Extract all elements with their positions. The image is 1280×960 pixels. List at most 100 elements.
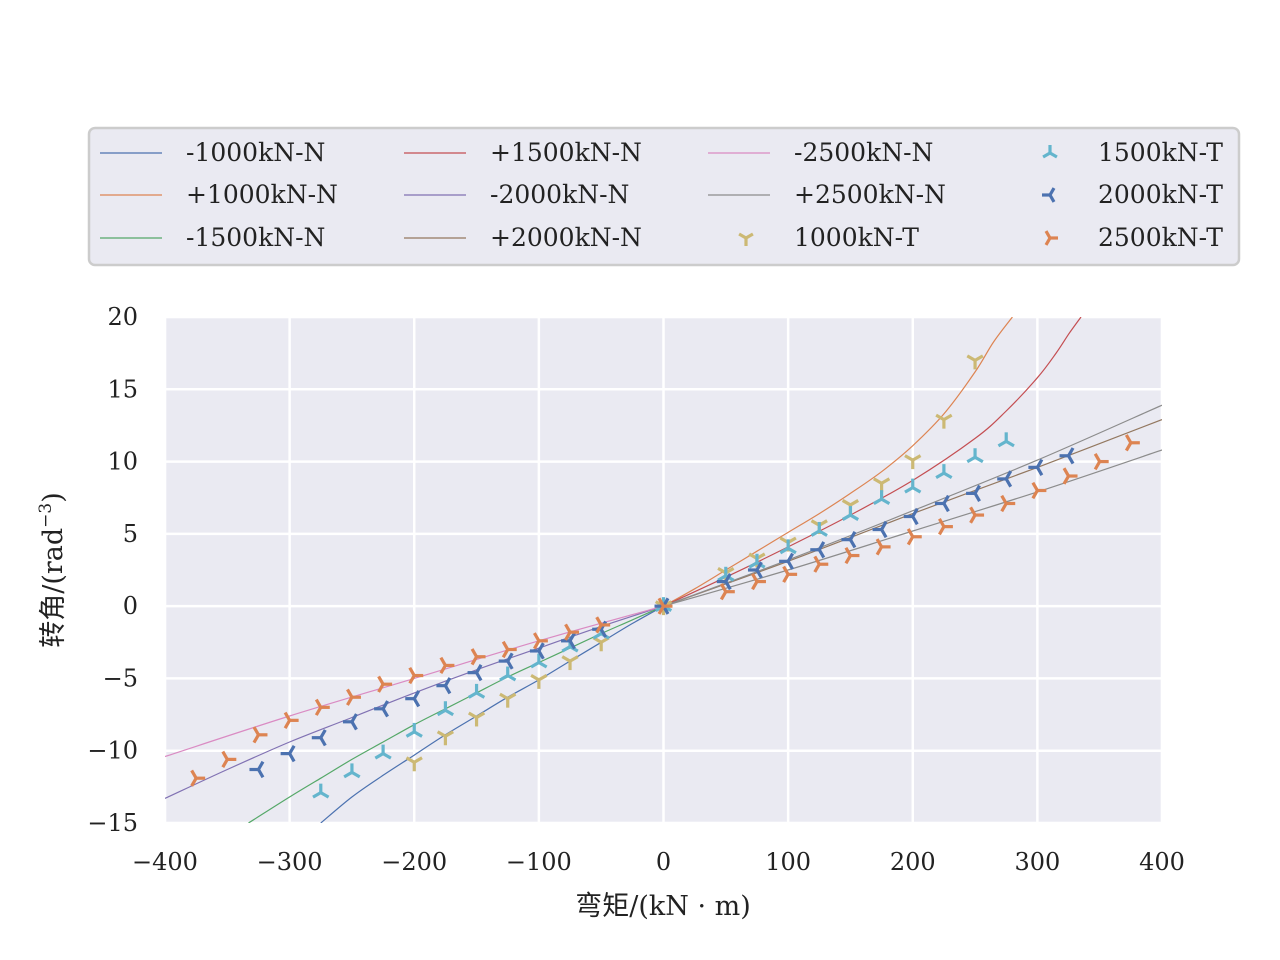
- data-point: [595, 616, 611, 634]
- data-point: [501, 640, 517, 659]
- data-point: [374, 744, 392, 760]
- data-point: [810, 521, 828, 537]
- data-point: [841, 506, 860, 521]
- data-point: [997, 470, 1013, 488]
- data-point: [283, 711, 299, 729]
- data-point: [938, 518, 953, 536]
- data-point: [872, 490, 891, 506]
- y-tick-label: −10: [87, 737, 138, 765]
- data-point: [342, 713, 358, 731]
- data-point: [966, 354, 984, 370]
- y-tick-label: 15: [107, 375, 138, 403]
- data-point: [747, 561, 763, 579]
- x-tick-label: −300: [257, 848, 323, 876]
- data-point: [1031, 481, 1047, 500]
- data-point: [657, 597, 673, 615]
- y-axis-title-close: ): [38, 492, 69, 503]
- data-point: [346, 688, 361, 706]
- legend-item: +2000kN-N: [404, 223, 642, 252]
- x-tick-label: 100: [765, 848, 811, 876]
- y-tick-label: 5: [123, 520, 138, 548]
- y-tick-label: −15: [87, 809, 138, 837]
- data-point: [751, 572, 766, 591]
- data-point: [841, 531, 857, 549]
- legend-label: +2500kN-N: [794, 180, 946, 209]
- data-point: [969, 506, 985, 524]
- data-point: [405, 722, 423, 738]
- data-point: [249, 760, 265, 779]
- data-point: [716, 572, 732, 591]
- grid: [163, 315, 1164, 825]
- legend-label: 1000kN-T: [794, 223, 919, 252]
- data-point: [875, 538, 891, 556]
- data-point: [810, 541, 826, 559]
- data-point: [467, 711, 486, 727]
- x-tick-label: −400: [132, 848, 198, 876]
- y-tick-label: 20: [107, 303, 138, 331]
- data-point: [782, 565, 798, 583]
- data-point: [1028, 458, 1044, 476]
- data-point: [1059, 447, 1075, 465]
- legend-label: 2000kN-T: [1098, 180, 1223, 209]
- y-axis-title-main: 转角/(rad: [38, 528, 69, 648]
- y-axis-title-group: 转角/(rad−3): [36, 492, 69, 648]
- data-point: [530, 653, 548, 669]
- data-point: [1093, 452, 1109, 471]
- data-point: [904, 454, 922, 470]
- legend-label: -2000kN-N: [490, 180, 629, 209]
- data-point: [1042, 187, 1056, 203]
- data-point: [935, 464, 953, 480]
- legend-label: +2000kN-N: [490, 223, 642, 252]
- series-line: [663, 404, 1162, 607]
- y-axis-title-exponent: −3: [36, 503, 56, 528]
- data-point: [312, 783, 330, 799]
- data-point: [498, 652, 514, 670]
- data-point: [738, 232, 754, 246]
- legend-item: -2500kN-N: [708, 138, 933, 167]
- data-point: [1042, 145, 1058, 159]
- x-tick-label: −200: [381, 848, 447, 876]
- data-point: [1044, 230, 1058, 246]
- data-point: [903, 507, 919, 526]
- data-point: [343, 763, 361, 779]
- legend-item: +1500kN-N: [404, 138, 642, 167]
- data-point: [966, 448, 984, 464]
- data-point: [1062, 467, 1078, 485]
- series-line: [663, 317, 1082, 607]
- data-point: [439, 656, 455, 675]
- data-point: [561, 655, 579, 671]
- data-point: [470, 648, 486, 666]
- legend-item: 2500kN-T: [1044, 223, 1223, 252]
- y-tick-label: 10: [107, 448, 138, 476]
- data-point: [311, 729, 327, 747]
- series-line: [663, 449, 1162, 607]
- legend-label: 2500kN-T: [1098, 223, 1223, 252]
- data-point: [499, 692, 517, 708]
- data-point: [779, 539, 797, 555]
- data-point: [467, 664, 483, 682]
- data-point: [374, 700, 389, 718]
- legend: -1000kN-N +1000kN-N -1500kN-N +1500kN-N -200…: [100, 138, 1223, 252]
- legend-frame: [87, 126, 1241, 267]
- data-point: [252, 726, 268, 744]
- legend-item: 1500kN-T: [1042, 138, 1223, 167]
- data-point: [1000, 494, 1016, 513]
- data-point: [377, 675, 393, 693]
- legend-item: 2000kN-T: [1042, 180, 1223, 209]
- data-point: [436, 677, 452, 695]
- x-axis-title: 弯矩/(kN · m): [575, 891, 751, 922]
- y-axis-title: 转角/(rad−3): [36, 492, 69, 648]
- data-point: [280, 745, 296, 763]
- x-tick-label: 400: [1139, 848, 1185, 876]
- data-point: [1124, 434, 1140, 452]
- legend-label: +1500kN-N: [490, 138, 642, 167]
- data-point: [906, 528, 922, 546]
- y-tick-label: 0: [123, 592, 138, 620]
- legend-label: -2500kN-N: [794, 138, 933, 167]
- legend-label: +1000kN-N: [186, 180, 338, 209]
- data-point: [405, 690, 421, 708]
- data-point: [408, 666, 424, 685]
- data-point: [532, 632, 548, 650]
- data-point: [190, 769, 206, 787]
